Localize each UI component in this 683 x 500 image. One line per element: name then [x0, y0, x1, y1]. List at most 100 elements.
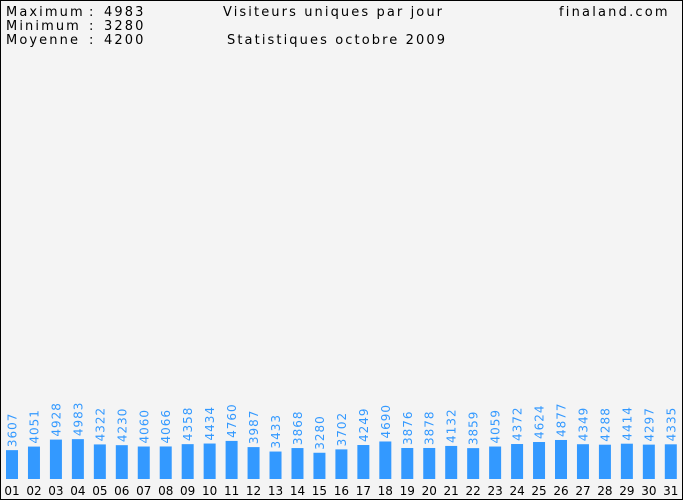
value-label-day-18: 4690	[379, 404, 393, 439]
value-label-day-07: 4060	[137, 409, 151, 444]
value-label-day-30: 4297	[642, 407, 656, 442]
bar-day-11	[225, 440, 238, 479]
bar-day-01	[6, 450, 18, 479]
chart-title: Visiteurs uniques par jour	[223, 5, 445, 20]
x-tick-label-20: 20	[422, 484, 437, 498]
x-tick-label-30: 30	[641, 484, 656, 498]
bar-day-24	[511, 444, 524, 479]
stat-average-separator: :	[89, 33, 96, 48]
x-tick-label-12: 12	[246, 484, 261, 498]
bar-day-07	[137, 446, 150, 479]
bar-day-19	[401, 447, 414, 479]
x-tick-label-18: 18	[378, 484, 393, 498]
x-tick-label-21: 21	[444, 484, 459, 498]
bar-day-29	[620, 443, 633, 479]
value-label-day-29: 4414	[620, 406, 634, 441]
value-label-day-26: 4877	[555, 402, 569, 437]
value-label-day-06: 4230	[115, 408, 129, 443]
bar-day-09	[181, 444, 194, 479]
bar-day-26	[555, 439, 567, 479]
bar-day-23	[489, 446, 502, 479]
stat-minimum-label: Minimum	[6, 19, 81, 34]
value-label-day-22: 3859	[467, 411, 481, 446]
bar-day-15	[313, 452, 326, 479]
stat-average-label: Moyenne	[6, 33, 81, 48]
x-tick-label-09: 09	[180, 484, 195, 498]
value-label-day-05: 4322	[93, 407, 107, 442]
bar-day-30	[642, 444, 655, 479]
x-tick-label-28: 28	[597, 484, 612, 498]
value-label-day-03: 4928	[49, 402, 63, 437]
value-label-day-11: 4760	[225, 403, 239, 438]
bar-day-25	[533, 442, 546, 479]
value-label-day-16: 3702	[335, 412, 349, 447]
value-label-day-02: 4051	[27, 409, 41, 444]
value-label-day-01: 3607	[6, 413, 20, 448]
x-tick-label-15: 15	[312, 484, 327, 498]
value-label-day-20: 3878	[423, 410, 437, 445]
value-label-day-19: 3876	[401, 410, 415, 445]
x-tick-label-07: 07	[136, 484, 151, 498]
value-label-day-21: 4132	[445, 408, 459, 443]
value-label-day-31: 4335	[664, 407, 678, 442]
x-tick-label-13: 13	[268, 484, 283, 498]
x-tick-label-25: 25	[531, 484, 546, 498]
bar-day-22	[467, 448, 480, 479]
bar-day-12	[247, 447, 260, 479]
chart-subtitle: Statistiques octobre 2009	[227, 33, 448, 48]
stat-minimum-value: 3280	[104, 19, 146, 34]
x-tick-label-17: 17	[356, 484, 371, 498]
x-tick-label-31: 31	[663, 484, 678, 498]
x-tick-label-29: 29	[619, 484, 634, 498]
stat-average-value: 4200	[104, 33, 146, 48]
bar-day-04	[71, 439, 84, 479]
bar-day-31	[664, 444, 677, 479]
bar-day-20	[423, 447, 436, 479]
bar-day-06	[115, 445, 128, 479]
stat-minimum-separator: :	[89, 19, 96, 34]
bar-day-13	[269, 451, 282, 479]
x-tick-label-14: 14	[290, 484, 305, 498]
bar-day-10	[203, 443, 216, 479]
value-label-day-15: 3280	[313, 415, 327, 450]
stat-maximum-value: 4983	[104, 5, 146, 20]
x-tick-label-19: 19	[400, 484, 415, 498]
value-label-day-28: 4288	[598, 407, 612, 442]
x-tick-label-01: 01	[4, 484, 19, 498]
bar-day-14	[291, 448, 304, 479]
bar-day-21	[445, 445, 458, 479]
value-label-day-25: 4624	[533, 404, 547, 439]
x-tick-label-23: 23	[487, 484, 502, 498]
x-tick-label-16: 16	[334, 484, 349, 498]
x-tick-label-22: 22	[466, 484, 481, 498]
x-tick-label-04: 04	[70, 484, 85, 498]
value-label-day-13: 3433	[269, 414, 283, 449]
bar-day-03	[49, 439, 62, 479]
x-tick-label-26: 26	[553, 484, 568, 498]
bar-day-02	[27, 446, 40, 479]
value-label-day-12: 3987	[247, 410, 261, 445]
x-tick-label-27: 27	[575, 484, 590, 498]
x-tick-label-05: 05	[92, 484, 107, 498]
bar-day-28	[598, 444, 611, 479]
x-tick-label-24: 24	[509, 484, 524, 498]
bar-day-17	[357, 445, 370, 479]
x-tick-label-03: 03	[48, 484, 63, 498]
value-label-day-14: 3868	[291, 411, 305, 446]
x-tick-label-08: 08	[158, 484, 173, 498]
value-label-day-08: 4066	[159, 409, 173, 444]
stat-maximum-separator: :	[89, 5, 96, 20]
value-label-day-23: 4059	[489, 409, 503, 444]
value-label-day-04: 4983	[71, 402, 85, 437]
x-tick-label-02: 02	[26, 484, 41, 498]
site-name: finaland.com	[559, 5, 670, 20]
bar-day-16	[335, 449, 348, 479]
bar-day-27	[576, 444, 589, 479]
stat-maximum-label: Maximum	[6, 5, 85, 20]
x-tick-label-10: 10	[202, 484, 217, 498]
value-label-day-10: 4434	[203, 406, 217, 441]
x-tick-label-06: 06	[114, 484, 129, 498]
value-label-day-09: 4358	[181, 407, 195, 442]
